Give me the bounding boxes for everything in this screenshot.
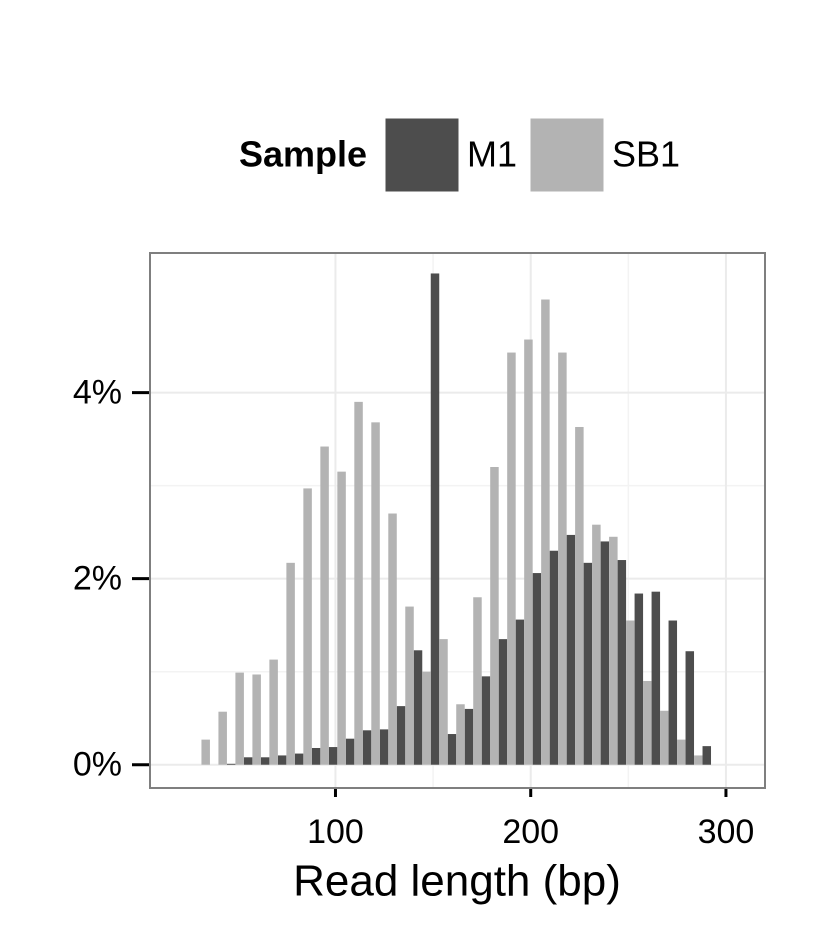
bar — [600, 541, 610, 765]
bar — [481, 676, 491, 765]
bar — [320, 446, 329, 765]
bar — [201, 739, 210, 765]
bar — [617, 560, 627, 765]
bar — [286, 562, 295, 765]
bar — [592, 524, 601, 765]
bar — [422, 671, 431, 765]
bar — [558, 352, 567, 765]
bar — [413, 650, 423, 765]
bar — [583, 562, 593, 765]
bar — [651, 591, 661, 765]
bar — [490, 467, 499, 765]
bar — [541, 299, 550, 765]
bar — [456, 704, 465, 765]
bar — [685, 651, 695, 765]
bar — [473, 597, 482, 765]
bar — [371, 422, 380, 765]
bar — [464, 708, 474, 765]
bar — [677, 739, 686, 765]
bar — [498, 639, 508, 765]
bar — [379, 729, 389, 765]
y-tick-label: 4% — [73, 374, 122, 412]
legend-label: SB1 — [612, 134, 680, 175]
bar — [243, 757, 253, 765]
bar — [354, 401, 363, 765]
bar — [328, 747, 338, 765]
bar — [405, 606, 414, 765]
bar — [277, 755, 287, 765]
legend-label: M1 — [467, 134, 517, 175]
bar — [388, 513, 397, 765]
bar — [702, 746, 712, 765]
bar — [252, 674, 261, 765]
bar — [575, 426, 584, 765]
bar — [218, 711, 227, 765]
bar — [549, 550, 559, 765]
bar — [515, 619, 525, 765]
x-axis-label: Read length (bp) — [293, 857, 621, 906]
bar — [634, 593, 644, 765]
bar — [668, 620, 678, 765]
panel-border — [149, 252, 766, 789]
bar — [566, 534, 576, 765]
bar — [430, 273, 440, 765]
x-tick-label: 100 — [307, 813, 364, 851]
bar — [337, 471, 346, 765]
bar — [507, 352, 516, 765]
bar — [532, 573, 542, 765]
bar — [345, 738, 355, 765]
bar — [643, 681, 652, 765]
bar — [447, 734, 457, 765]
x-tick-label: 200 — [502, 813, 559, 851]
legend-key — [384, 117, 460, 193]
bar — [311, 747, 321, 765]
legend-key — [529, 117, 605, 193]
bar — [269, 659, 278, 765]
bar — [235, 672, 244, 765]
x-tick-label: 300 — [698, 813, 755, 851]
legend-title: Sample — [239, 134, 367, 175]
bar — [524, 339, 533, 765]
bar — [303, 488, 312, 765]
bar — [660, 710, 669, 765]
y-tick-label: 0% — [73, 746, 122, 784]
bar — [226, 763, 236, 765]
bar — [439, 639, 448, 765]
y-tick-label: 2% — [73, 560, 122, 598]
bar — [362, 730, 372, 765]
bar — [694, 755, 703, 765]
bar — [626, 620, 635, 765]
bar — [609, 536, 618, 765]
bar — [260, 757, 270, 765]
bar — [294, 753, 304, 765]
bar — [396, 706, 406, 765]
